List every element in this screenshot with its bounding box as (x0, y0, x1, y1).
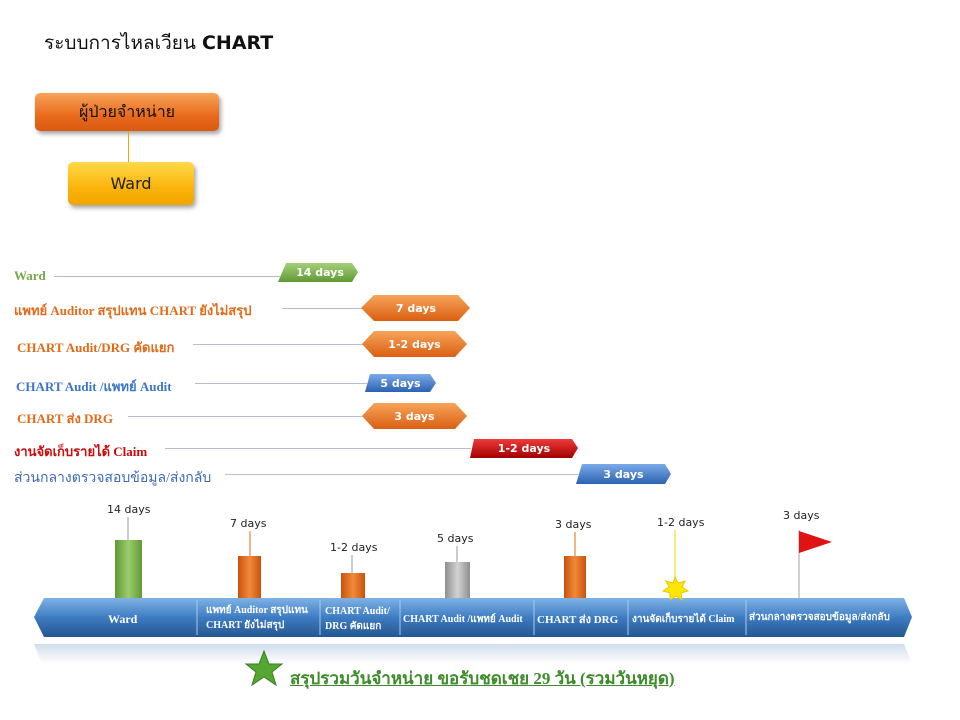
marker-label: 5 days (437, 532, 474, 545)
duration-label-chart-audit-drg: 1-2 days (388, 337, 441, 351)
row-label-ward: Ward (14, 268, 46, 283)
row-guide-line (225, 474, 578, 475)
flag-icon (799, 531, 832, 553)
row-label-chart-audit-doctor: CHART Audit /แพทย์ Audit (16, 379, 172, 394)
row-guide-line (193, 344, 363, 345)
row-guide-line (54, 276, 280, 277)
marker-label: 3 days (555, 518, 592, 531)
duration-label-claim: 1-2 days (497, 442, 551, 455)
ward-box: Ward (68, 162, 194, 205)
duration-label-central-check: 3 days (603, 467, 644, 481)
starburst-marker-icon (661, 575, 690, 602)
row-label-claim: งานจัดเก็บรายได้ Claim (14, 444, 148, 459)
marker-label: 1-2 days (330, 541, 378, 554)
patient-discharge-box: ผู้ป่วยจำหน่าย (35, 93, 219, 131)
segment-label-ward: Ward (108, 612, 138, 626)
duration-bar-claim (470, 439, 578, 458)
row-guide-line (128, 416, 362, 417)
duration-arrow-auditor (361, 295, 470, 321)
title-emphasis: CHART (201, 32, 274, 54)
segment-label-central-check: ส่วนกลางตรวจสอบข้อมูล/ส่งกลับ (749, 612, 890, 623)
duration-label-chart-send-drg: 3 days (394, 409, 435, 423)
marker-column-chart-send-drg (564, 556, 586, 598)
timeline-reflection (34, 644, 912, 664)
marker-column-chart-audit-doctor (445, 562, 470, 598)
page-title: ระบบการไหลเวียน CHART (44, 28, 273, 58)
duration-bar-central-check (576, 464, 671, 484)
row-guide-line (195, 383, 367, 384)
timeline-bar (34, 598, 912, 637)
duration-bar-chart-audit-doctor (365, 374, 436, 392)
duration-label-auditor: 7 days (395, 301, 437, 315)
row-label-central-check: ส่วนกลางตรวจสอบข้อมูล/ส่งกลับ (14, 471, 212, 486)
segment-label-claim: งานจัดเก็บรายได้ Claim (632, 614, 735, 625)
segment-label-chart-audit-doctor: CHART Audit /แพทย์ Audit (403, 614, 523, 625)
marker-column-ward (115, 540, 142, 598)
segment-label-chart-audit-drg: CHART Audit/ DRG คัดแยก (325, 606, 390, 632)
segment-label-chart-send-drg: CHART ส่ง DRG (537, 614, 619, 626)
duration-bar-ward (278, 263, 358, 282)
duration-label-ward: 14 days (296, 266, 344, 279)
row-guide-line (282, 308, 362, 309)
marker-label: 3 days (783, 509, 820, 522)
duration-label-chart-audit-doctor: 5 days (380, 376, 421, 390)
duration-arrow-chart-audit-drg (362, 331, 467, 357)
row-label-auditor: แพทย์ Auditor สรุปแทน CHART ยังไม่สรุป (14, 303, 252, 318)
star-icon (244, 649, 284, 687)
patient-discharge-label: ผู้ป่วยจำหน่าย (78, 101, 176, 121)
marker-label: 7 days (230, 517, 267, 530)
title-prefix: ระบบการไหลเวียน (44, 32, 196, 54)
marker-label: 1-2 days (657, 516, 705, 529)
flow-connector (128, 131, 129, 162)
row-label-chart-audit-drg: CHART Audit/DRG คัดแยก (17, 340, 175, 355)
segment-label-auditor: แพทย์ Auditor สรุปแทน CHART ยังไม่สรุป (206, 605, 308, 631)
summary-text: สรุปรวมวันจำหน่าย ขอรับชดเชย 29 วัน (รวม… (290, 669, 675, 688)
marker-label: 14 days (107, 503, 151, 516)
marker-column-chart-audit-drg (341, 573, 365, 598)
row-label-chart-send-drg: CHART ส่ง DRG (17, 411, 113, 426)
ward-box-label: Ward (110, 174, 152, 193)
duration-arrow-chart-send-drg (362, 403, 467, 429)
marker-column-auditor (238, 556, 261, 598)
row-guide-line (165, 448, 471, 449)
